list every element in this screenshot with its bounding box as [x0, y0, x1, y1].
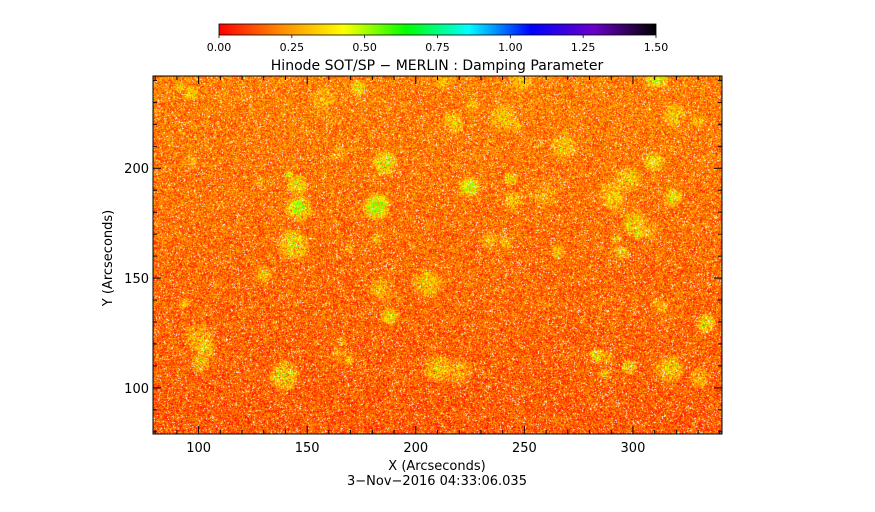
y-tick-label: 200 — [124, 162, 149, 177]
y-tick-label: 100 — [124, 382, 149, 397]
plot-area: 100 150 200 250 300 100 150 200 — [124, 75, 723, 456]
colorbar-tick-label: 0.00 — [207, 41, 232, 54]
colorbar: 0.00 0.25 0.50 0.75 1.00 1.25 1.50 — [207, 23, 669, 54]
colorbar-tick-label: 1.00 — [498, 41, 523, 54]
x-tick-label: 100 — [186, 441, 211, 456]
y-axis-label: Y (Arcseconds) — [101, 210, 116, 307]
chart-title: Hinode SOT/SP − MERLIN : Damping Paramet… — [271, 58, 604, 74]
x-tick-label: 200 — [403, 441, 428, 456]
x-tick-label: 250 — [512, 441, 537, 456]
colorbar-tick-label: 1.50 — [644, 41, 669, 54]
x-tick-label: 150 — [295, 441, 320, 456]
colorbar-gradient — [218, 23, 657, 36]
colorbar-tick-label: 0.25 — [280, 41, 305, 54]
colorbar-tick-label: 0.50 — [352, 41, 377, 54]
heatmap-image — [153, 76, 722, 434]
y-tick-label: 150 — [124, 272, 149, 287]
x-tick-label: 300 — [621, 441, 646, 456]
colorbar-tick-label: 0.75 — [425, 41, 450, 54]
x-axis-label: X (Arcseconds) — [388, 459, 485, 474]
colorbar-tick-label: 1.25 — [571, 41, 596, 54]
timestamp: 3−Nov−2016 04:33:06.035 — [347, 474, 527, 489]
